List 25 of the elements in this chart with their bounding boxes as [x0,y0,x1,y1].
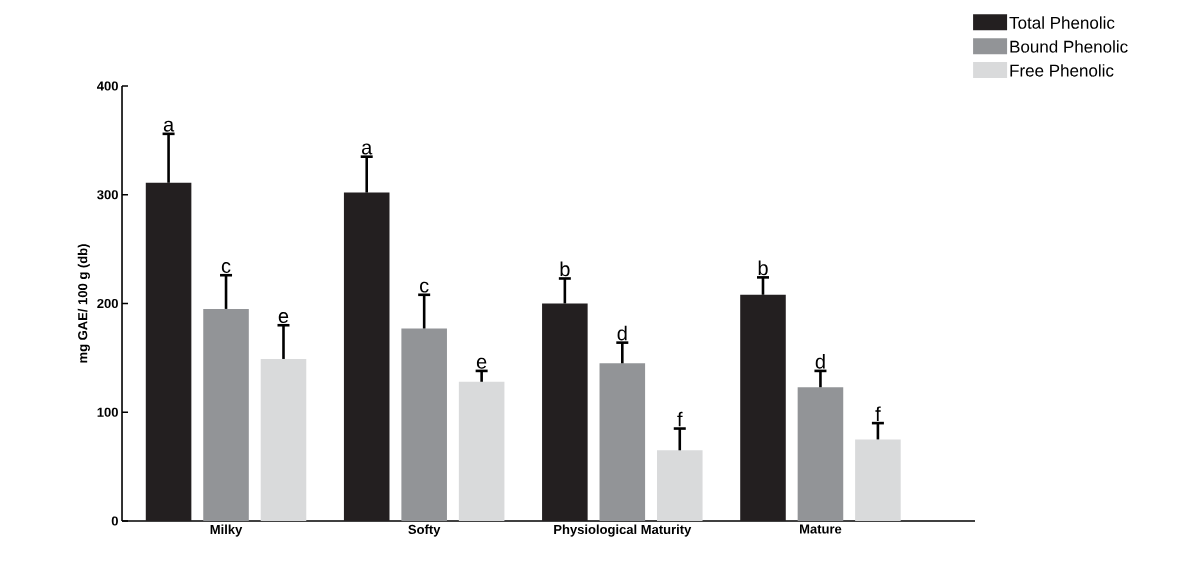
x-tick-label: Softy [408,524,441,537]
legend-label: Bound Phenolic [1010,40,1128,53]
data-label: a [362,143,373,155]
data-label: c [420,281,429,293]
y-tick-label: 200 [97,298,118,309]
data-label: e [476,357,487,369]
x-tick-label: Milky [210,524,243,537]
data-label: f [875,406,881,421]
legend-label: Total Phenolic [1009,16,1115,29]
data-label: c [221,262,231,274]
y-tick-label: 0 [111,516,118,526]
legend-label: Free Phenolic [1010,64,1114,77]
data-label: d [815,354,825,369]
data-label: a [163,120,175,132]
data-label: d [617,325,627,341]
data-label: e [278,312,289,324]
y-axis-title: mg GAE/ 100 g (db) [77,244,90,363]
data-label: b [758,260,768,276]
y-tick-label: 300 [97,190,118,200]
x-tick-label: Mature [800,524,842,534]
data-label: f [677,411,683,427]
x-tick-label: Physiological Maturity [554,524,692,537]
y-tick-label: 100 [97,407,118,417]
y-tick-label: 400 [96,81,118,91]
data-label: b [560,261,570,277]
